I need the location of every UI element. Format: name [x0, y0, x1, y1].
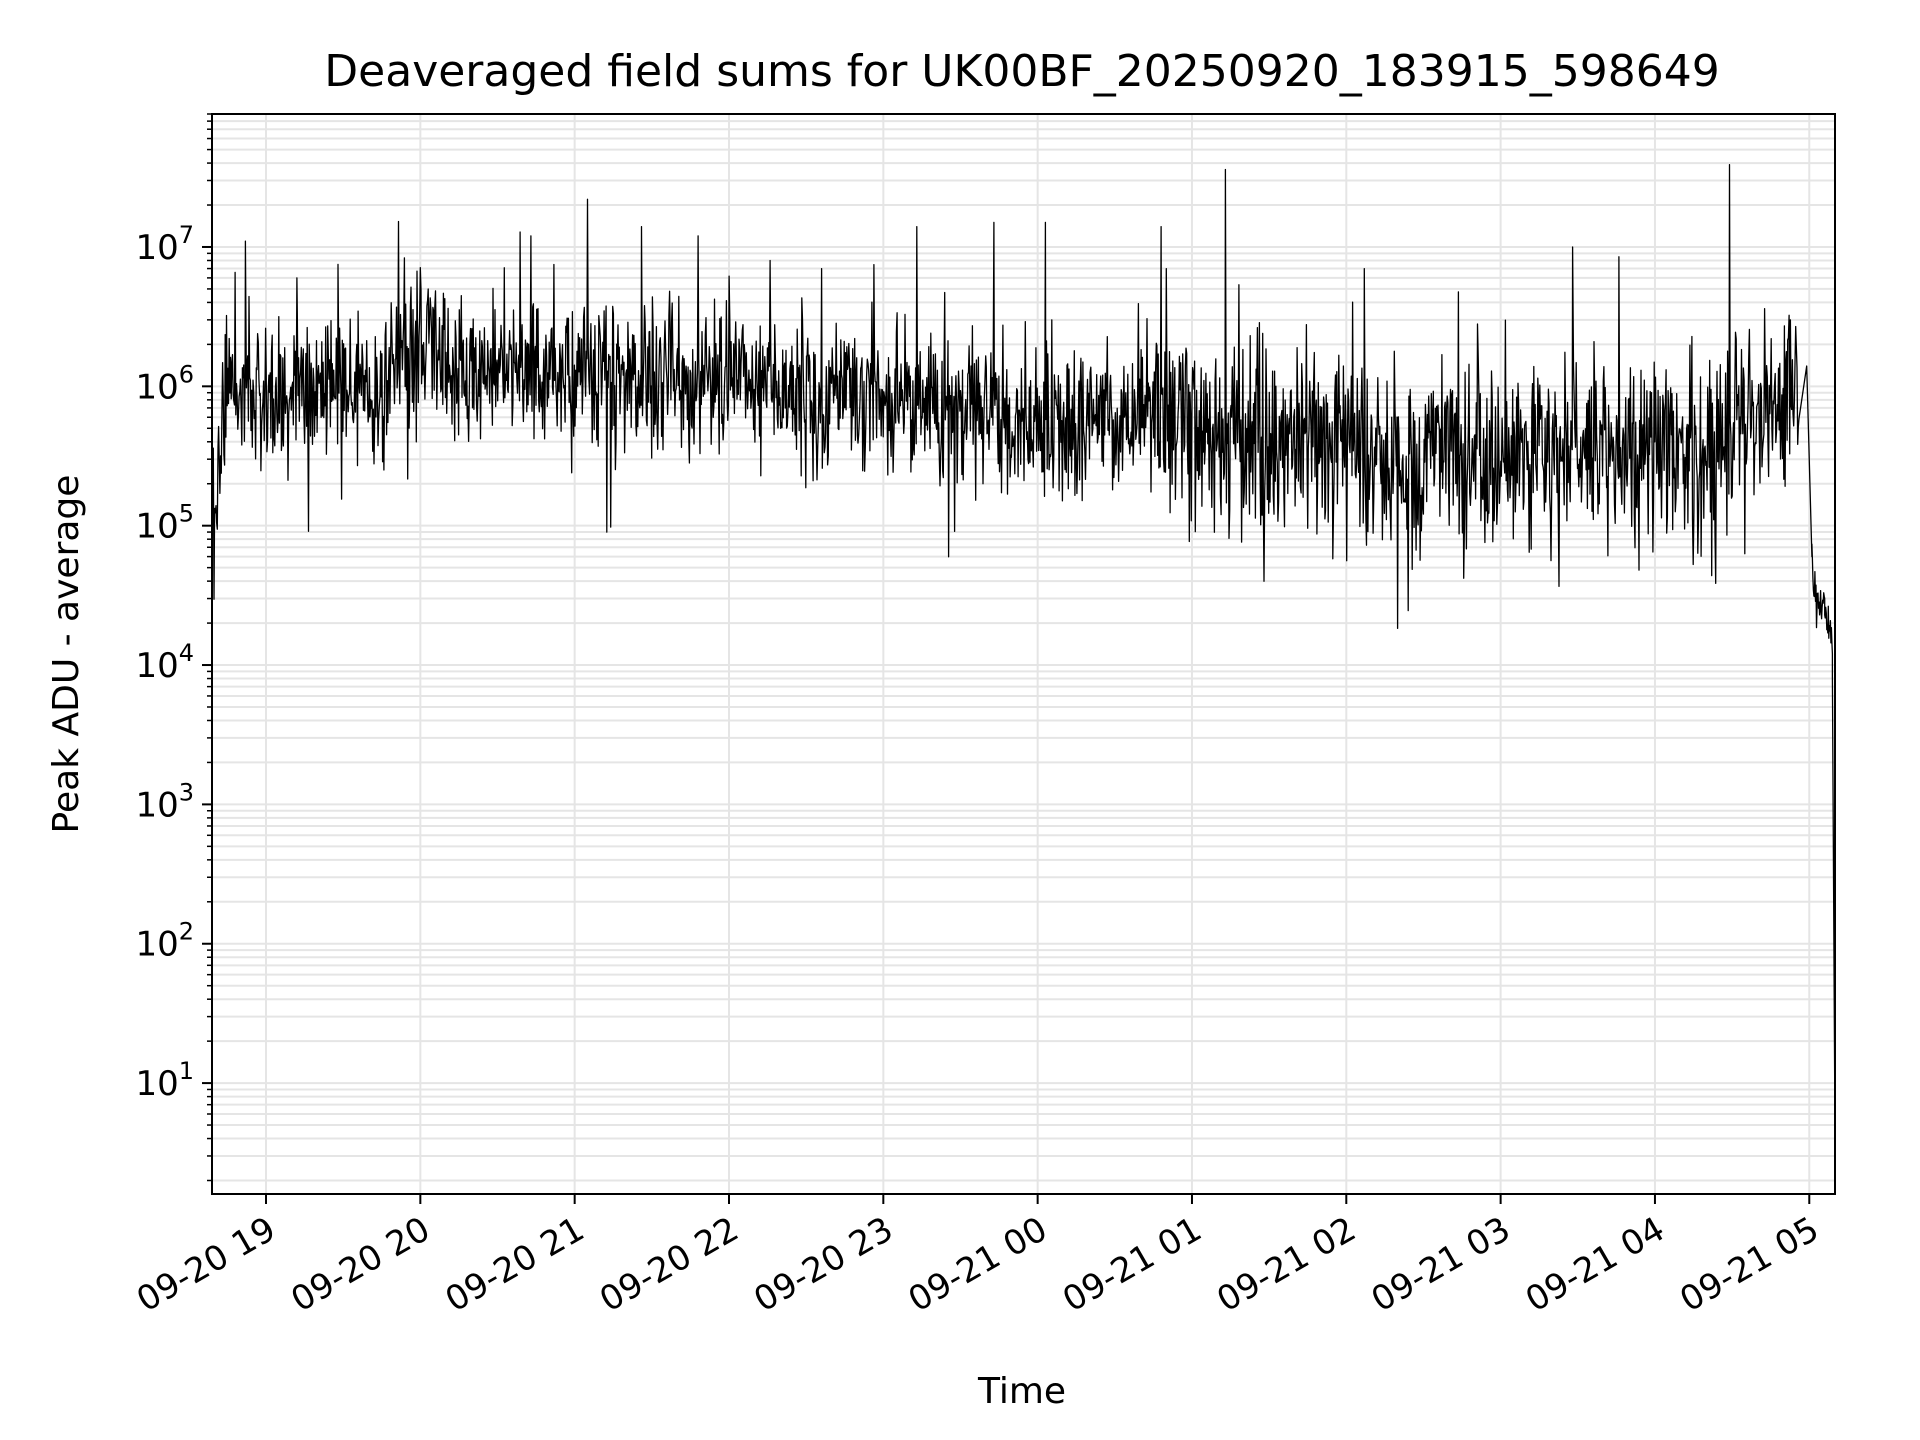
y-tick-exponent: 1 — [179, 1057, 194, 1085]
y-tick-base: 10 — [135, 507, 178, 547]
y-tick-exponent: 5 — [179, 500, 194, 528]
y-tick-label: 101 — [135, 1057, 194, 1104]
plot-frame — [211, 113, 1836, 1195]
y-tick-exponent: 6 — [179, 360, 194, 388]
y-tick-label: 102 — [135, 918, 194, 965]
y-tick-base: 10 — [135, 1064, 178, 1104]
y-tick-exponent: 4 — [179, 639, 194, 667]
grid — [212, 113, 1835, 1194]
y-tick-base: 10 — [135, 646, 178, 686]
y-tick-base: 10 — [135, 925, 178, 965]
y-tick-label: 107 — [135, 221, 194, 268]
y-tick-base: 10 — [135, 785, 178, 825]
axis-ticks — [202, 113, 1811, 1204]
chart-title: Deaveraged field sums for UK00BF_2025092… — [324, 46, 1719, 97]
plot-series — [211, 163, 1836, 1139]
y-axis-label: Peak ADU - average — [46, 475, 87, 834]
y-tick-label: 103 — [135, 778, 194, 825]
y-tick-base: 10 — [135, 367, 178, 407]
y-tick-base: 10 — [135, 228, 178, 268]
y-tick-label: 104 — [135, 639, 194, 686]
y-tick-label: 106 — [135, 360, 194, 407]
y-tick-label: 105 — [135, 500, 194, 547]
x-axis-label: Time — [977, 1371, 1066, 1412]
series-line — [211, 163, 1836, 1139]
y-tick-exponent: 7 — [179, 221, 194, 249]
y-tick-exponent: 3 — [179, 778, 194, 806]
y-tick-exponent: 2 — [179, 918, 194, 946]
